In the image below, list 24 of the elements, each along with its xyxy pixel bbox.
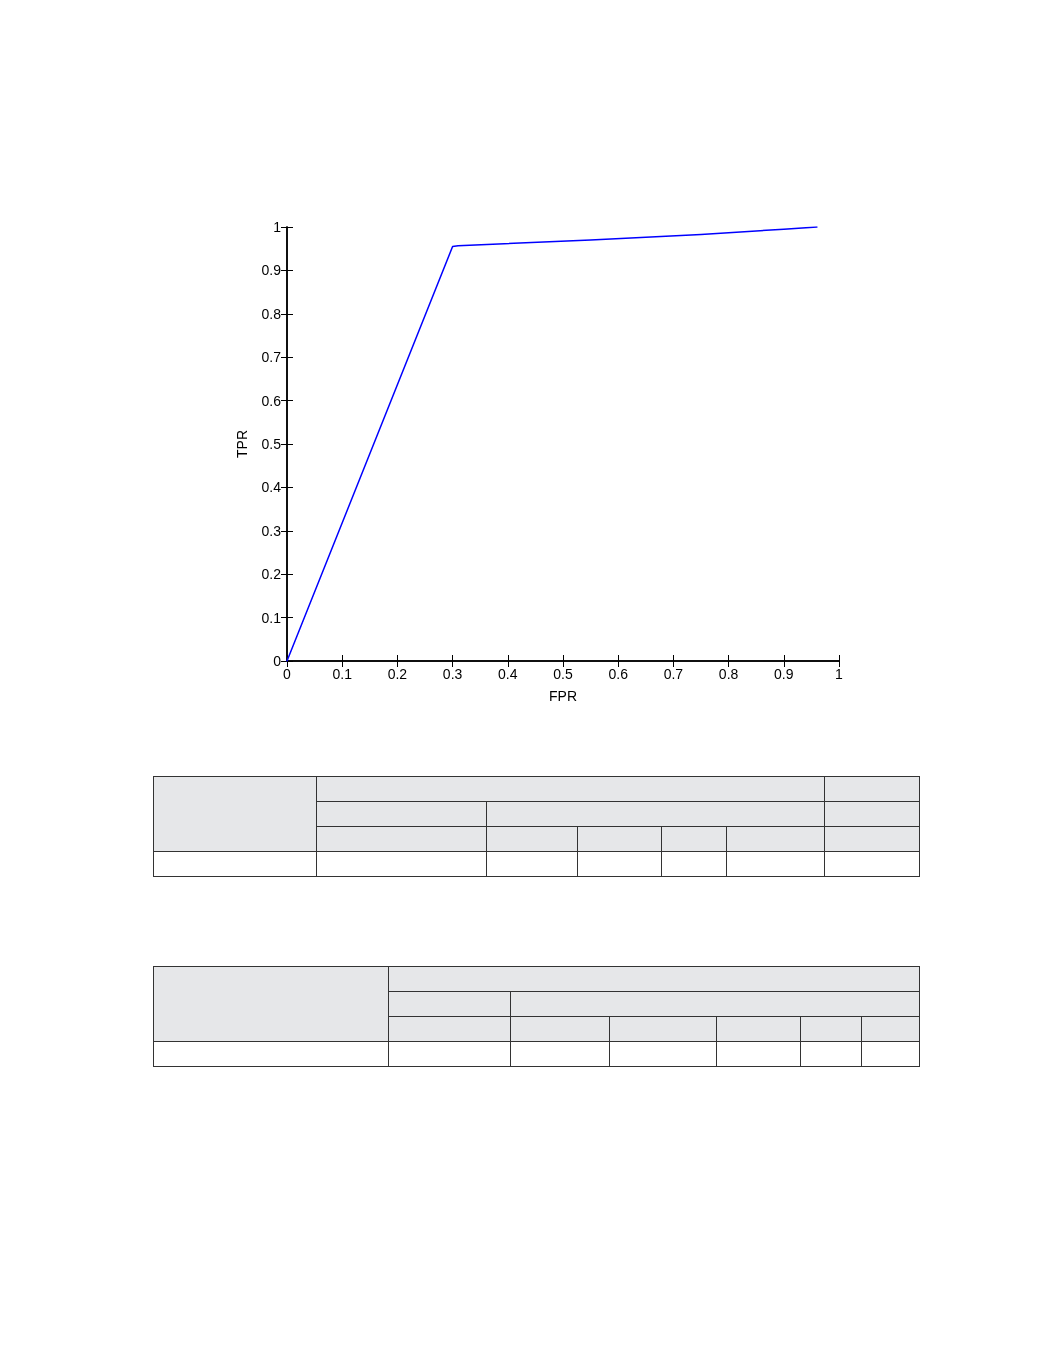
x-tick-label: 0.4: [498, 666, 518, 682]
y-tick-label: 1: [273, 219, 282, 235]
x-tick-label: 0.3: [442, 666, 463, 682]
x-tick-label: 0.6: [608, 666, 629, 682]
x-tick-label: 0.2: [387, 666, 408, 682]
y-tick-label: 0.2: [261, 566, 282, 583]
x-tick-label: 0.7: [663, 666, 684, 682]
y-tick-label: 0.9: [261, 262, 282, 279]
x-tick-label: 0.8: [718, 666, 739, 682]
x-axis-title: FPR: [549, 688, 577, 704]
y-tick-label: 0.3: [261, 522, 282, 539]
x-tick-label: 0.9: [774, 666, 794, 682]
x-tick-label: 0.5: [553, 666, 573, 682]
x-tick-label: 0.1: [332, 666, 353, 682]
y-tick-label: 0.4: [261, 479, 282, 496]
y-tick-label: 0.1: [261, 609, 282, 626]
y-tick-label: 0.5: [261, 436, 282, 452]
x-tick-label: 1: [835, 666, 844, 682]
y-tick-label: 0: [273, 653, 282, 669]
y-axis-title: TPR: [234, 430, 250, 458]
y-tick-label: 0.7: [261, 349, 282, 366]
x-tick-label: 0: [283, 666, 292, 682]
y-tick-label: 0.6: [261, 392, 282, 409]
y-tick-label: 0.8: [261, 305, 282, 322]
